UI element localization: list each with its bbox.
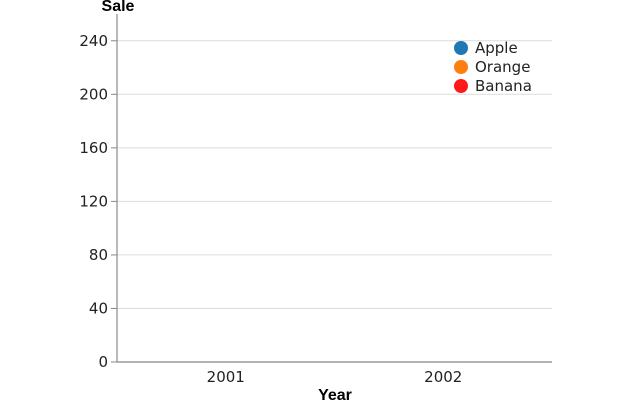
y-tick-label: 80 <box>89 246 108 264</box>
y-axis-ticks: 0 40 80 120 160 200 240 <box>79 32 117 371</box>
grid-lines <box>117 40 552 309</box>
legend-swatch <box>454 41 468 55</box>
y-tick-label: 200 <box>79 85 108 103</box>
y-tick-label: 0 <box>98 353 108 371</box>
legend-label: Banana <box>475 77 532 95</box>
legend-swatch <box>454 79 468 93</box>
axes <box>116 14 552 363</box>
y-tick-label: 40 <box>89 299 108 317</box>
y-tick-label: 160 <box>79 139 108 157</box>
y-tick-label: 240 <box>79 32 108 50</box>
x-axis-title: Year <box>318 387 352 404</box>
x-axis-ticks: 2001 2002 <box>207 368 463 386</box>
x-tick-label: 2001 <box>207 368 245 386</box>
y-tick-label: 120 <box>79 192 108 210</box>
legend-label: Apple <box>475 39 518 57</box>
legend-item-apple: Apple <box>454 39 518 57</box>
x-tick-label: 2002 <box>424 368 462 386</box>
legend-swatch <box>454 60 468 74</box>
y-axis-title: Sale <box>102 0 135 15</box>
legend-item-orange: Orange <box>454 58 530 76</box>
legend-label: Orange <box>475 58 530 76</box>
legend-item-banana: Banana <box>454 77 532 95</box>
